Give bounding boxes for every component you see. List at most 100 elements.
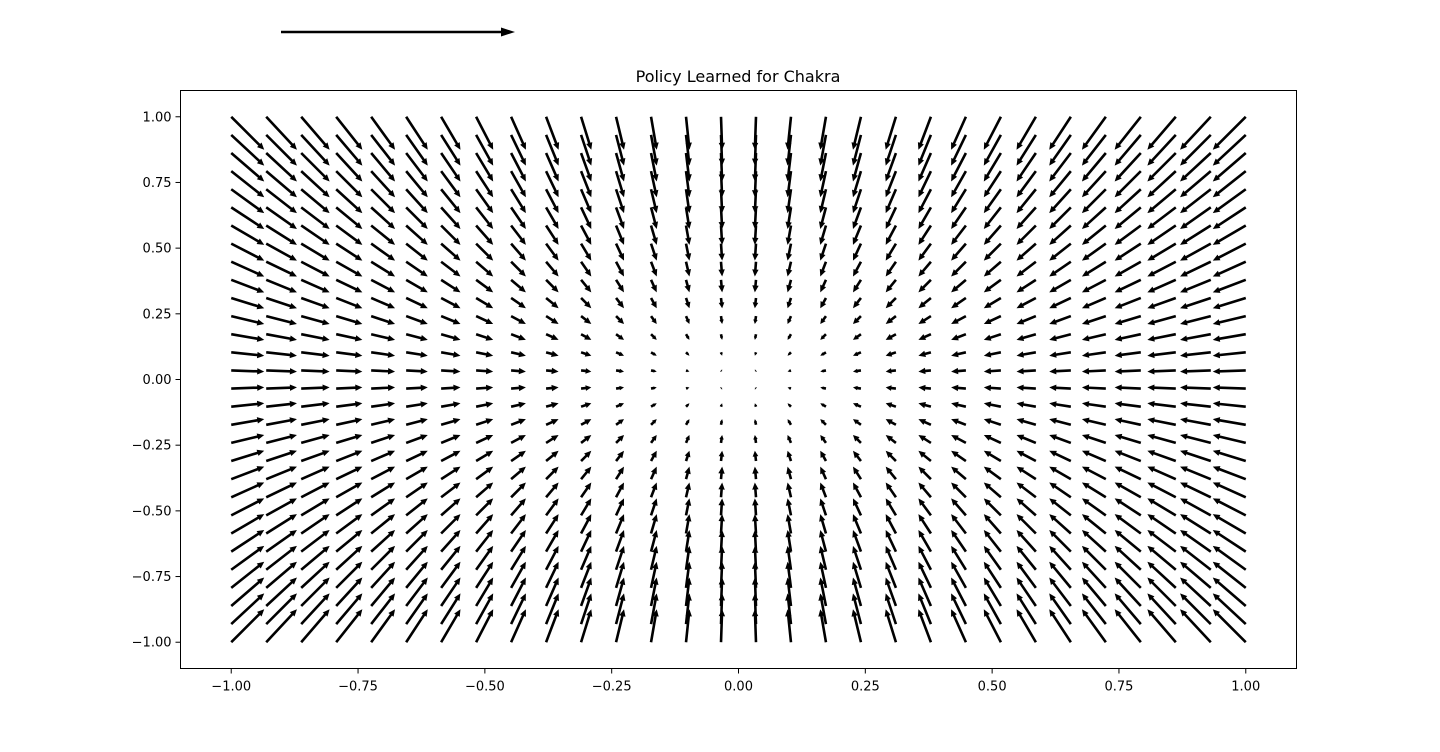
quiver-arrow [819, 514, 828, 534]
quiver-arrow [1147, 417, 1177, 427]
quiver-arrow [405, 170, 428, 198]
quiver-arrow [579, 242, 592, 261]
quiver-arrow [509, 561, 526, 589]
quiver-arrow [579, 152, 592, 182]
quiver-arrow [545, 278, 559, 293]
quiver-arrow [1016, 434, 1037, 445]
quiver-arrow [405, 278, 428, 293]
quiver-arrow [951, 152, 968, 182]
quiver-arrow [1114, 593, 1142, 625]
quiver-arrow [818, 170, 828, 198]
quiver-arrow [405, 296, 428, 309]
quiver-arrow [1147, 482, 1177, 499]
quiver-arrow [475, 514, 494, 535]
quiver-arrow [230, 498, 265, 517]
quiver-arrow [440, 530, 461, 553]
quiver-arrow [851, 170, 863, 198]
quiver-arrow [951, 224, 967, 245]
quiver-arrow [1147, 466, 1177, 481]
quiver-arrow [1147, 609, 1177, 644]
quiver-arrow [918, 296, 932, 309]
quiver-arrow [580, 466, 592, 480]
quiver-arrow [1016, 401, 1037, 408]
quiver-arrow [300, 417, 330, 427]
quiver-arrow [820, 450, 828, 462]
quiver-arrow [818, 561, 828, 589]
quiver-arrow [1016, 367, 1036, 375]
quiver-arrow [1049, 242, 1072, 261]
quiver-arrow [818, 609, 828, 643]
quiver-arrow [475, 242, 494, 261]
quiver-arrow [1081, 384, 1106, 391]
quiver-arrow [951, 577, 968, 607]
quiver-arrow [885, 402, 897, 408]
quiver-arrow [545, 384, 559, 392]
quiver-arrow [1147, 368, 1176, 375]
quiver-arrow [983, 314, 1002, 325]
quiver-arrow [885, 279, 897, 293]
quiver-arrow [983, 577, 1002, 607]
quiver-arrow [614, 261, 625, 277]
quiver-arrow [405, 401, 428, 408]
quiver-arrow [684, 297, 691, 309]
quiver-arrow [370, 278, 396, 293]
quiver-arrow [751, 577, 759, 607]
quiver-arrow [300, 115, 330, 150]
quiver-arrow [650, 386, 657, 390]
quiver-arrow [230, 242, 265, 261]
quiver-arrow [684, 261, 691, 277]
quiver-arrow [918, 242, 932, 261]
quiver-arrow [335, 593, 363, 625]
quiver-arrow [335, 417, 363, 427]
quiver-arrow [951, 609, 968, 643]
quiver-arrow [885, 530, 898, 553]
quiver-arrow [918, 384, 932, 392]
quiver-arrow [951, 367, 966, 375]
quiver-arrow [475, 296, 494, 309]
quiver-arrow [475, 188, 494, 214]
quiver-arrow [951, 482, 967, 499]
quiver-arrow [440, 434, 461, 445]
quiver-arrow [1180, 466, 1212, 481]
quiver-arrow [885, 242, 898, 261]
quiver-arrow [649, 243, 658, 261]
quiver-arrow [719, 315, 724, 325]
quiver-arrow [1016, 609, 1037, 643]
quiver-arrow [510, 418, 526, 427]
quiver-arrow [1147, 530, 1177, 553]
quiver-arrow [918, 450, 932, 463]
quiver-arrow [370, 434, 396, 445]
y-tick-label: 0.25 [143, 307, 172, 322]
quiver-arrow [1081, 351, 1107, 358]
quiver-arrow [1081, 242, 1107, 261]
quiver-arrow [818, 207, 828, 229]
quiver-arrow [1016, 593, 1037, 625]
quiver-arrow [300, 530, 330, 553]
quiver-arrow [752, 482, 759, 498]
quiver-arrow [405, 224, 428, 245]
quiver-arrow [983, 152, 1002, 182]
quiver-arrow [1212, 224, 1247, 245]
quiver-arrow [885, 419, 897, 426]
quiver-arrow [615, 333, 625, 340]
quiver-arrow [230, 115, 265, 150]
quiver-arrow [1081, 260, 1107, 277]
quiver-arrow [371, 368, 396, 375]
quiver-arrow [818, 577, 828, 607]
quiver-arrow [1081, 609, 1107, 643]
quiver-arrow [649, 609, 659, 643]
quiver-arrow [649, 466, 657, 480]
quiver-arrow [819, 482, 828, 498]
quiver-arrow [1114, 170, 1142, 198]
chart-title: Policy Learned for Chakra [636, 67, 841, 86]
quiver-arrow [1114, 206, 1142, 229]
quiver-arrow [231, 332, 265, 342]
quiver-arrow [1114, 152, 1142, 182]
quiver-arrow [719, 333, 724, 340]
quiver-arrow [440, 188, 461, 214]
quiver-arrow [440, 577, 461, 607]
quiver-arrow [1147, 498, 1177, 517]
quiver-arrow [440, 351, 461, 358]
quiver-arrow [405, 314, 428, 325]
quiver-arrow [787, 386, 792, 390]
